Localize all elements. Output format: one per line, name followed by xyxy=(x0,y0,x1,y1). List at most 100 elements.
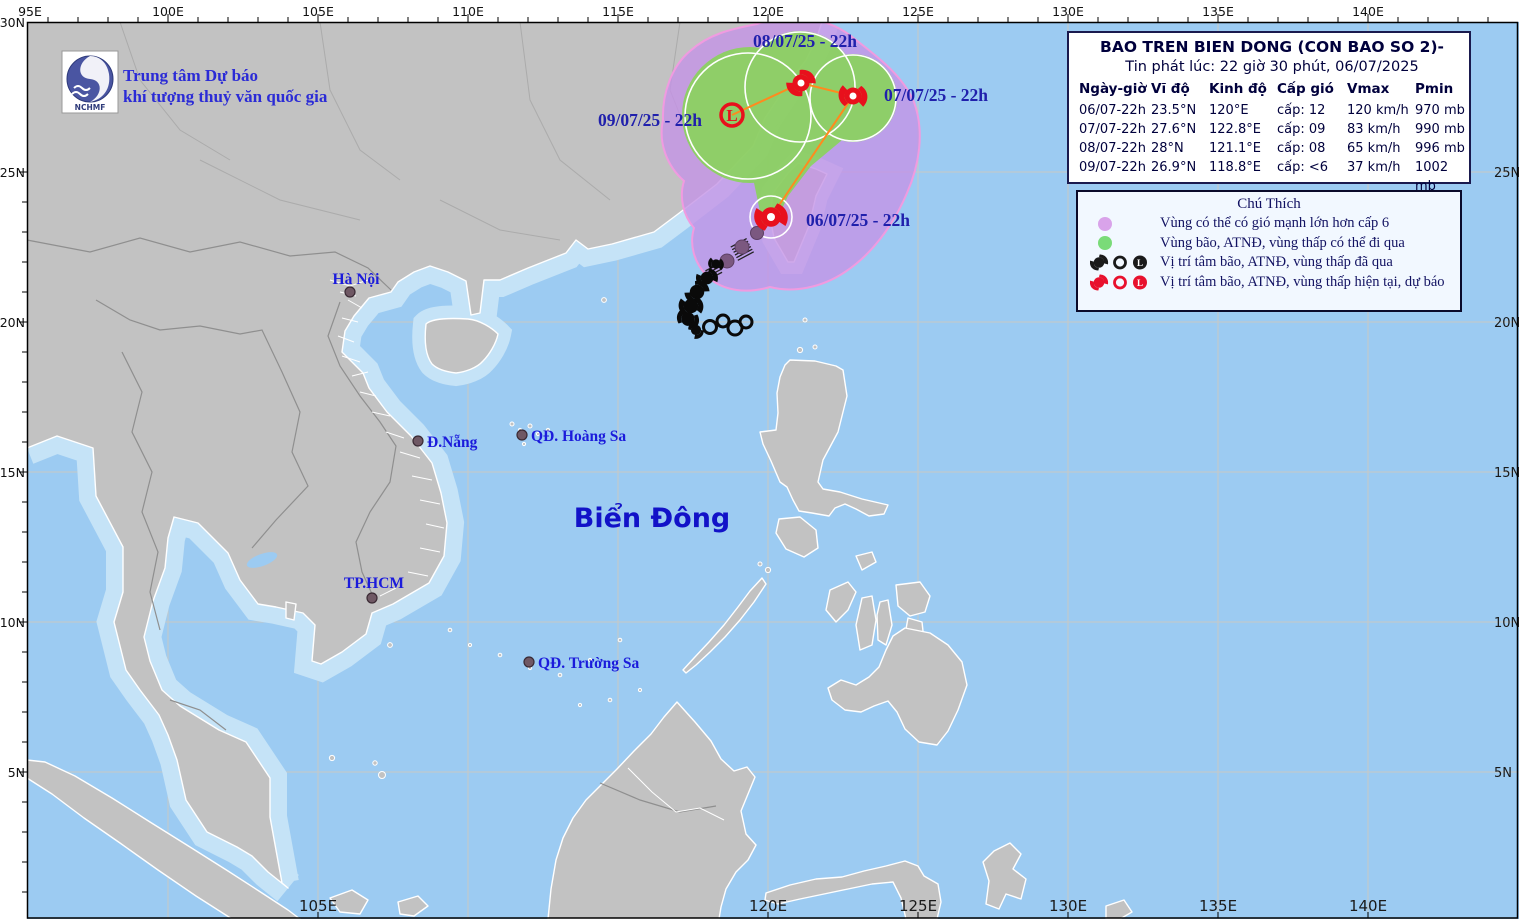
landmass-mindoro xyxy=(775,516,819,558)
cell: 07/07-22h xyxy=(1079,122,1146,137)
axis-label: 15N xyxy=(1494,466,1519,481)
landmass-palawan xyxy=(682,577,767,674)
axis-label: 20N xyxy=(0,315,25,330)
col-header: Kinh độ xyxy=(1209,81,1267,97)
axis-label: 120E xyxy=(752,4,784,19)
axis-label: 135E xyxy=(1202,4,1234,19)
legend-item: Vùng có thể có gió mạnh lớn hơn cấp 6 xyxy=(1082,214,1456,234)
past-low-icon xyxy=(1133,255,1147,270)
forecast-typhoon-icon xyxy=(1090,274,1109,291)
margin-axis-labels: 95E 100E 105E 110E 115E 120E 125E 130E 1… xyxy=(0,4,1384,780)
nchmf-logo-block: NCHMF Trung tâm Dự báo khí tượng thuỷ vă… xyxy=(61,50,328,114)
axis-label: 115E xyxy=(602,4,634,19)
landmass-panay xyxy=(825,581,857,623)
past-symbols-icons: L xyxy=(1090,254,1147,271)
forecast-depression-icon xyxy=(1113,275,1127,290)
axis-label: 30N xyxy=(0,15,25,30)
tonle-sap-lake xyxy=(246,552,278,568)
legend-item-label: Vị trí tâm bão, ATNĐ, vùng thấp hiện tại… xyxy=(1160,273,1445,290)
legend-title: Chú Thích xyxy=(1237,196,1301,212)
cell: 122.8°E xyxy=(1209,122,1261,137)
logo-abbr-label: NCHMF xyxy=(75,103,106,112)
axis-label: 100E xyxy=(152,4,184,19)
axis-label: 25N xyxy=(0,165,25,180)
org-name-line1: Trung tâm Dự báo xyxy=(123,66,258,85)
landmass-halmahera xyxy=(982,842,1027,910)
axis-label: 20N xyxy=(1494,316,1519,331)
cell: cấp: <6 xyxy=(1277,160,1329,175)
cell: 120°E xyxy=(1209,103,1249,118)
cell: 06/07-22h xyxy=(1079,103,1146,118)
forecast-low-icon: L xyxy=(719,102,745,128)
cell: 65 km/h xyxy=(1347,141,1401,156)
storm-table-issued: Tin phát lúc: 22 giờ 30 phút, 06/07/2025 xyxy=(1125,59,1419,75)
cell: 121.1°E xyxy=(1209,141,1261,156)
landmass-belitung xyxy=(397,895,429,917)
axis-label: 5N xyxy=(1494,766,1512,781)
path-area-swatch xyxy=(1098,236,1112,251)
cell: 37 km/h xyxy=(1347,160,1401,175)
cell: 08/07-22h xyxy=(1079,141,1146,156)
city-label-hanoi: Hà Nội xyxy=(333,271,381,288)
cell: 118.8°E xyxy=(1209,160,1261,175)
landmass-samar xyxy=(895,581,931,617)
axis-label: 135E xyxy=(1199,897,1237,915)
legend-item: L Vị trí tâm bão, ATNĐ, vùng thấp hiện t… xyxy=(1082,273,1456,293)
legend-box: Chú Thích Vùng có thể có gió mạnh lớn hơ… xyxy=(1076,190,1462,312)
cell: cấp: 08 xyxy=(1277,141,1326,156)
cell: 120 km/h xyxy=(1347,103,1409,118)
past-track xyxy=(673,226,764,339)
table-row: 08/07-22h 28°N 121.1°E cấp: 08 65 km/h 9… xyxy=(1079,139,1465,158)
col-header: Vĩ độ xyxy=(1151,81,1190,97)
axis-ticks xyxy=(19,14,1489,918)
city-markers: Hà Nội Đ.Nẵng TP.HCM QĐ. Hoàng Sa QĐ. Tr… xyxy=(333,271,731,672)
landmass-cebu xyxy=(876,599,893,646)
table-row: 06/07-22h 23.5°N 120°E cấp: 12 120 km/h … xyxy=(1079,101,1465,120)
track-label-current: 06/07/25 - 22h xyxy=(806,210,910,230)
col-header: Vmax xyxy=(1347,81,1390,97)
table-row: 07/07-22h 27.6°N 122.8°E cấp: 09 83 km/h… xyxy=(1079,120,1465,139)
landmass-mindanao xyxy=(827,627,968,746)
axis-label: 15N xyxy=(0,465,25,480)
track-label-forecast1: 07/07/25 - 22h xyxy=(884,85,988,105)
forecast-track-line xyxy=(731,81,855,218)
landmass-borneo xyxy=(547,701,757,919)
axis-label: 140E xyxy=(1349,897,1387,915)
axis-label: 5N xyxy=(8,765,25,780)
axis-label: 120E xyxy=(749,897,787,915)
small-islands xyxy=(328,297,818,779)
org-name: Trung tâm Dự báo khí tượng thuỷ văn quốc… xyxy=(123,66,328,106)
table-row: 09/07-22h 26.9°N 118.8°E cấp: <6 37 km/h… xyxy=(1079,158,1465,196)
landmass-islet-se xyxy=(1105,899,1133,919)
past-typhoon-icon xyxy=(1090,254,1109,271)
legend-item-label: Vị trí tâm bão, ATNĐ, vùng thấp đã qua xyxy=(1160,254,1393,271)
forecast-circles xyxy=(684,31,897,239)
cell: 28°N xyxy=(1151,141,1184,156)
cell: 09/07-22h xyxy=(1079,160,1146,175)
city-label-danang: Đ.Nẵng xyxy=(427,434,478,451)
axis-label: 105E xyxy=(302,4,334,19)
cell: 83 km/h xyxy=(1347,122,1401,137)
axis-label: 125E xyxy=(902,4,934,19)
country-province-borders xyxy=(26,21,725,821)
inner-axis-labels: 105E 120E 125E 130E 135E 140E 25N 20N 15… xyxy=(299,166,1519,915)
axis-label: 125E xyxy=(899,897,937,915)
axis-label: 110E xyxy=(452,4,484,19)
axis-label: 130E xyxy=(1052,4,1084,19)
track-label-forecast2: 08/07/25 - 22h xyxy=(753,31,857,51)
city-label-truongsa: QĐ. Trường Sa xyxy=(538,655,640,672)
wind-area-swatch xyxy=(1098,216,1112,231)
cell: 970 mb xyxy=(1415,103,1465,118)
forecast-symbols-icons: L xyxy=(1090,274,1147,291)
legend-item-label: Vùng có thể có gió mạnh lớn hơn cấp 6 xyxy=(1160,215,1390,232)
forecast-low-icon xyxy=(1133,275,1147,290)
col-header: Pmin xyxy=(1415,81,1454,97)
track-date-labels: 06/07/25 - 22h 07/07/25 - 22h 08/07/25 -… xyxy=(598,31,988,230)
legend-item-label: Vùng bão, ATNĐ, vùng thấp có thể đi qua xyxy=(1160,234,1405,251)
legend-item: L Vị trí tâm bão, ATNĐ, vùng thấp đã qua xyxy=(1082,253,1456,273)
axis-label: 105E xyxy=(299,897,337,915)
axis-label: 25N xyxy=(1494,166,1519,181)
cell: 27.6°N xyxy=(1151,122,1197,137)
